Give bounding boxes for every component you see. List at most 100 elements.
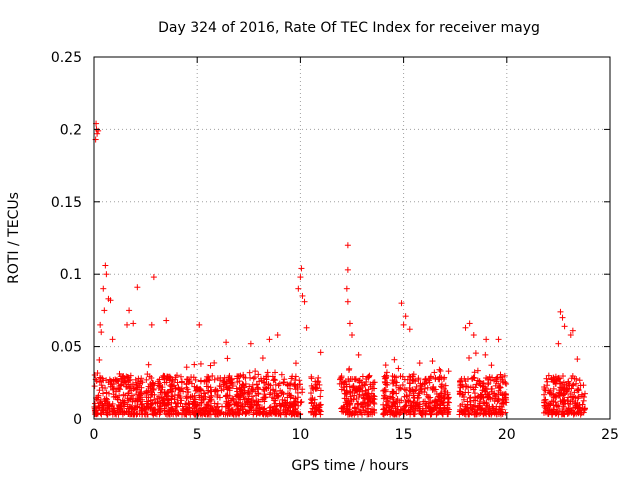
data-point: [177, 373, 184, 380]
data-point: [156, 393, 163, 400]
data-point: [165, 399, 172, 406]
data-point: [438, 409, 445, 416]
data-point: [148, 401, 155, 408]
x-tick-label: 5: [193, 427, 202, 443]
data-point: [362, 399, 369, 406]
data-point: [125, 381, 132, 388]
data-point: [234, 406, 241, 413]
data-point: [288, 411, 295, 418]
data-point: [217, 377, 224, 384]
x-tick-label: 25: [601, 427, 619, 443]
data-point: [255, 385, 262, 392]
data-point: [466, 395, 473, 402]
data-point: [119, 397, 126, 404]
data-point: [147, 391, 154, 398]
data-point: [488, 362, 495, 369]
data-point: [403, 393, 410, 400]
data-point: [209, 372, 216, 379]
data-point: [176, 386, 183, 393]
data-point: [259, 355, 266, 362]
data-point: [557, 380, 564, 387]
data-point: [401, 386, 408, 393]
data-point: [570, 411, 577, 418]
data-point: [244, 399, 251, 406]
data-point: [224, 392, 231, 399]
data-point: [126, 377, 133, 384]
data-point: [210, 407, 217, 414]
data-point: [362, 406, 369, 413]
data-point: [160, 400, 167, 407]
data-point: [440, 375, 447, 382]
data-point-peak: [569, 327, 576, 334]
data-point: [153, 411, 160, 418]
data-point: [396, 411, 403, 418]
data-point: [338, 405, 345, 412]
data-point: [420, 398, 427, 405]
data-point: [483, 375, 490, 382]
data-point: [192, 402, 199, 409]
data-point: [490, 406, 497, 413]
data-point: [492, 376, 499, 383]
data-point: [431, 403, 438, 410]
data-point-peak: [344, 242, 351, 249]
data-point: [461, 411, 468, 418]
data-point: [574, 408, 581, 415]
data-point: [433, 411, 440, 418]
data-point: [338, 380, 345, 387]
data-point: [294, 411, 301, 418]
data-point: [581, 390, 588, 397]
data-point: [278, 371, 285, 378]
data-point: [498, 374, 505, 381]
data-point: [98, 411, 105, 418]
data-point: [171, 382, 178, 389]
data-point: [413, 400, 420, 407]
data-point: [395, 365, 402, 372]
data-point-peak: [102, 262, 109, 269]
data-point-peak: [429, 358, 436, 365]
data-point: [557, 398, 564, 405]
data-point-peak: [346, 320, 353, 327]
data-point: [184, 394, 191, 401]
data-point: [416, 390, 423, 397]
data-point: [578, 393, 585, 400]
data-point: [470, 386, 477, 393]
data-point: [299, 386, 306, 393]
data-point: [163, 402, 170, 409]
data-point: [542, 405, 549, 412]
y-tick-label: 0.1: [60, 267, 82, 283]
data-point: [109, 411, 116, 418]
data-point: [136, 384, 143, 391]
data-point-peak: [462, 324, 469, 331]
data-point: [574, 395, 581, 402]
data-point-peak: [266, 336, 273, 343]
data-point: [362, 387, 369, 394]
data-point: [431, 399, 438, 406]
data-point: [569, 393, 576, 400]
data-point: [559, 373, 566, 380]
data-point-peak: [163, 317, 170, 324]
data-point: [263, 385, 270, 392]
data-point: [234, 379, 241, 386]
data-point: [371, 385, 378, 392]
data-point: [226, 384, 233, 391]
data-point: [427, 373, 434, 380]
data-point: [249, 388, 256, 395]
data-point: [124, 373, 131, 380]
data-point: [371, 400, 378, 407]
data-point-peak: [559, 314, 566, 321]
data-point-peak: [402, 313, 409, 320]
data-point-peak: [107, 297, 114, 304]
data-point: [266, 391, 273, 398]
data-point: [429, 407, 436, 414]
data-point: [317, 401, 324, 408]
data-point-peak: [94, 130, 101, 137]
data-point: [355, 351, 362, 358]
data-point: [126, 408, 133, 415]
data-point: [488, 385, 495, 392]
data-point: [280, 391, 287, 398]
data-point: [480, 411, 487, 418]
data-point: [289, 407, 296, 414]
data-points: [91, 120, 589, 418]
data-point: [486, 410, 493, 417]
data-point: [383, 369, 390, 376]
